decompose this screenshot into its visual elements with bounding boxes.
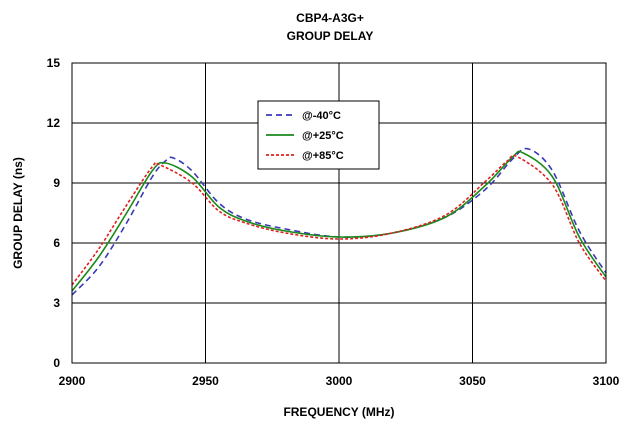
series-line-2 — [71, 150, 607, 292]
legend: @-40°C @+25°C @+85°C — [257, 100, 380, 170]
x-tick-label: 2950 — [192, 374, 219, 388]
y-axis-label: GROUP DELAY (ns) — [11, 157, 25, 269]
x-axis-label: FREQUENCY (MHz) — [283, 405, 394, 419]
plot-area-border — [71, 62, 607, 364]
chart-subtitle: GROUP DELAY — [287, 29, 374, 43]
legend-label: @+85°C — [302, 150, 344, 162]
y-tick-label: 6 — [53, 236, 60, 250]
series-line-3 — [71, 154, 607, 286]
series-line-1 — [71, 147, 607, 296]
y-tick-label: 3 — [53, 296, 60, 310]
legend-label: @-40°C — [302, 110, 341, 122]
x-tick-label: 3100 — [593, 374, 620, 388]
chart-title: CBP4-A3G+ — [296, 11, 364, 25]
legend-label: @+25°C — [302, 130, 344, 142]
y-tick-label: 9 — [53, 176, 60, 190]
y-tick-label: 0 — [53, 356, 60, 370]
x-tick-label: 2900 — [59, 374, 86, 388]
x-tick-label: 3050 — [459, 374, 486, 388]
tick-labels: 2900 2950 3000 3050 3100 0 3 6 9 12 15 — [47, 56, 620, 388]
y-tick-label: 12 — [47, 116, 61, 130]
y-tick-label: 15 — [47, 56, 61, 70]
x-tick-label: 3000 — [326, 374, 353, 388]
series-lines — [71, 147, 607, 296]
